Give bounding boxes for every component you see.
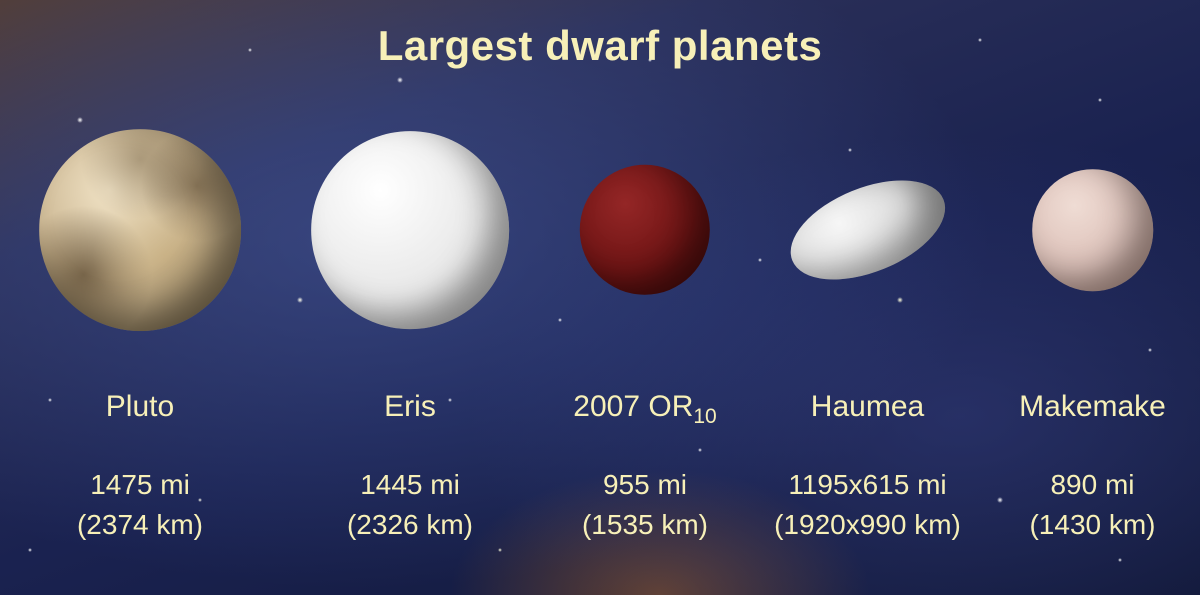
miles-row: 1475 mi 1445 mi 955 mi 1195x615 mi 890 m… [0, 470, 1200, 501]
planet-diameter-km: (2326 km) [280, 510, 540, 541]
infographic-stage: Largest dwarf planets Pluto Eris 2007 OR… [0, 0, 1200, 595]
planet-name: Pluto [0, 390, 280, 428]
planet-body-eris [311, 131, 509, 329]
planet-body-haumea [776, 160, 959, 299]
planet-diameter-mi: 890 mi [985, 470, 1200, 501]
planet-name: Eris [280, 390, 540, 428]
page-title: Largest dwarf planets [0, 22, 1200, 70]
planet-name: Haumea [750, 390, 985, 428]
planet-cell-pluto [0, 115, 280, 345]
planet-diameter-km: (1920x990 km) [750, 510, 985, 541]
planet-diameter-mi: 1475 mi [0, 470, 280, 501]
planet-diameter-km: (1535 km) [540, 510, 750, 541]
planet-diameter-mi: 1195x615 mi [750, 470, 985, 501]
planet-cell-makemake [985, 115, 1200, 345]
planet-cell-eris [280, 115, 540, 345]
planet-diameter-km: (1430 km) [985, 510, 1200, 541]
planet-row [0, 115, 1200, 345]
planet-diameter-mi: 955 mi [540, 470, 750, 501]
planet-diameter-km: (2374 km) [0, 510, 280, 541]
planet-body-pluto [39, 129, 241, 331]
km-row: (2374 km) (2326 km) (1535 km) (1920x990 … [0, 510, 1200, 541]
planet-diameter-mi: 1445 mi [280, 470, 540, 501]
planet-body-makemake [1032, 169, 1154, 291]
planet-name: 2007 OR10 [540, 390, 750, 428]
name-row: Pluto Eris 2007 OR10 Haumea Makemake [0, 390, 1200, 428]
planet-cell-haumea [750, 115, 985, 345]
planet-body-2007or10 [580, 165, 710, 295]
planet-name: Makemake [985, 390, 1200, 428]
planet-cell-2007or10 [540, 115, 750, 345]
